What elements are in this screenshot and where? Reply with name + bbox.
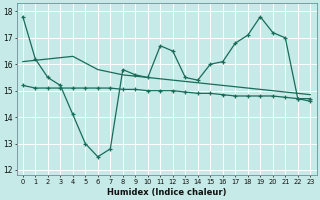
X-axis label: Humidex (Indice chaleur): Humidex (Indice chaleur) <box>107 188 226 197</box>
